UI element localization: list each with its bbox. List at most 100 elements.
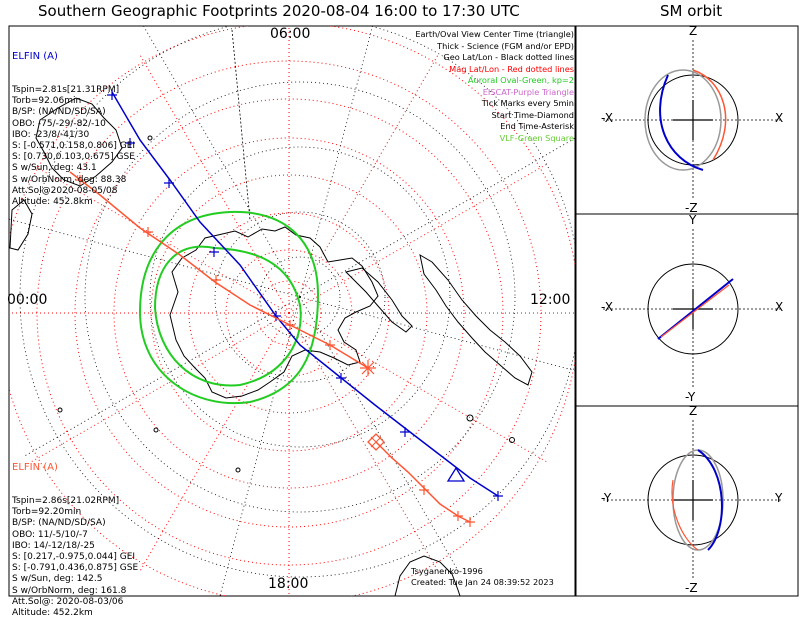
elfin-a-info-line-8: S w/OrbNorm, deg: 88.38 [12,174,127,185]
map-legend: Earth/Oval View Center Time (triangle) Th… [415,29,574,144]
mag-lat-circle [113,137,465,489]
elfin-a-info-line-7: S w/Sun, deg: 43.1 [12,163,97,174]
orbit-panel-2 [603,229,783,389]
elfin-a-info-line-5: S: [-0.571,0.158,0.806] GEI [12,141,136,152]
elfin-a-info-line-3: OBO: -75/-29/-82/-10 [12,118,106,129]
elfin-b-info-line-2: B/SP: (NA/ND/SD/SA) [12,518,106,529]
legend-item: EISCAT-Purple Triangle [482,86,574,97]
legend-item: Mag Lat/Lon - Red dotted lines [449,63,574,74]
elfin-a-info-line-2: B/SP: (NA/ND/SD/SA) [12,107,106,118]
orbit-axis-label-left: -X [601,300,613,314]
mag-lat-circle [225,249,353,377]
geo-lon-line [299,296,461,575]
legend-item: End Time-Asterisk [500,121,574,131]
geo-lat-circle [214,211,386,383]
africa-coast [394,555,461,596]
elfin-b-info-line-0: Tspin=2.86s[21.02RPM] [12,496,120,507]
elfin-b-info-line-8: S w/OrbNorm, deg: 161.8 [12,585,127,596]
mlt-label-top: 06:00 [270,26,311,42]
orbit-axis-label-top: Y [689,213,697,227]
auroral-oval [138,210,320,405]
geo-meridian [231,29,251,221]
legend-item: VLF-Green Square [499,132,574,143]
elfin-b-info-line-1: Torb=92.20min [12,507,82,518]
elfin-a-info-line-1: Torb=92.06min [12,96,82,107]
elfin-b-info-line-4: IBO: 14/-12/18/-25 [12,540,95,551]
legend-item: Tick Marks every 5min [481,98,574,108]
elfin-a-label: ELFIN (A) [12,51,58,63]
elfin-b-tick [75,175,85,185]
elfin-a-lines: Tspin=2.81s[21.31RPM] Torb=92.06min B/SP: … [12,85,135,208]
elfin-a-tick [336,373,346,383]
antarctic-peninsula [345,267,413,333]
orbit-title: SM orbit [660,2,723,20]
elfin-b-tick [465,517,475,527]
orbit-ellipse-gray [644,69,722,171]
mag-latlon-grid [9,26,575,596]
center-cross [673,480,713,520]
elfin-a-info-line-9: Att.Sol@2020-08-05/08 [12,185,118,196]
geo-lat-circle [84,81,516,513]
mlt-label-left: 00:00 [7,292,48,308]
center-cross [673,289,713,329]
orbit-axis-label-top: Z [689,24,698,38]
elfin-b-info-line-7: S w/Sun, deg: 142.5 [12,574,103,585]
elfin-b-info-line-5: S: [0.217,-0.975,0.044] GEI [12,552,136,563]
elfin-b-start-asterisk [370,436,382,448]
elfin-b-tick [325,340,335,350]
orbit-axis-label-right: X [775,300,784,314]
orbit-axis-label-bottom: -Y [685,390,696,404]
center-cross [673,100,713,140]
elfin-a-tick [209,247,219,257]
antarctica-coastline [169,226,379,399]
geo-lon-line [299,26,374,298]
mlt-label-bottom: 18:00 [268,576,309,592]
elfin-b-tick [211,275,221,285]
geo-lat-circle [149,146,451,448]
legend-item: Earth/Oval View Center Time (triangle) [415,29,574,39]
elfin-a-info: ELFIN (A) Tspin=2.81s[21.31RPM] Torb=92.0… [12,29,135,231]
credit-block: Tsyganenko-1996 Created: Tue Jan 24 08:3… [411,566,554,588]
elfin-a-tick [164,178,174,188]
auroral-oval-inner [153,245,302,387]
legend-item: Geo Lat/Lon - Black dotted lines [443,52,574,62]
auroral-oval-outer [138,210,320,405]
geo-lat-circle [259,256,341,338]
elfin-a-info-line-0: Tspin=2.81s[21.31RPM] [12,85,120,96]
legend-item: Auroral Oval-Green, kp=2 [467,75,574,85]
elfin-a-tick [493,491,503,501]
elfin-a-track [107,90,503,501]
mag-lon-line [288,162,550,314]
geo-lon-line [299,137,575,298]
mag-lat-circle [74,98,504,528]
orbit-a-arc [659,74,704,171]
elfin-a-tick [125,138,135,148]
elfin-b-end-asterisk [360,360,376,376]
orbit-axis-label-right: X [775,111,784,125]
elfin-b-tick [419,485,429,495]
mag-lon-line [138,312,290,574]
elfin-b-info-line-6: S: [-0.791,0.436,0.875] GSE [12,563,139,574]
elfin-a-info-line-10: Altitude: 452.8km [12,197,93,208]
elfin-b-lines: Tspin=2.86s[21.02RPM] Torb=92.20min B/SP: … [12,496,138,619]
plot-title: Southern Geographic Footprints 2020-08-0… [38,2,520,20]
orbit-axis-label-right: Y [775,491,783,505]
elfin-a-info-line-6: S: [0.730,0.103,0.675] GSE [12,152,135,163]
elfin-a-triangle [446,466,466,482]
credit-author: Tsyganenko-1996 [411,566,483,576]
sm-orbit-panels [603,40,783,580]
geo-lon-line [22,296,301,458]
new-zealand-coast [9,199,33,251]
elfin-b-info-line-3: OBO: 11/-5/10/-7 [12,529,88,540]
mlt-label-right: 12:00 [530,292,571,308]
orbit-b-arc [671,479,699,551]
geo-lon-line [143,26,301,298]
orbit-axis-label-left: -X [601,111,613,125]
orbit-b-arc [692,69,727,161]
orbit-axis-label-top: Z [689,404,698,418]
orbit-b-line [660,284,730,338]
orbit-panel-1 [603,40,783,200]
elfin-b-tick [285,320,295,330]
elfin-a-tick [107,90,117,100]
polar-footprint-map [8,25,799,597]
